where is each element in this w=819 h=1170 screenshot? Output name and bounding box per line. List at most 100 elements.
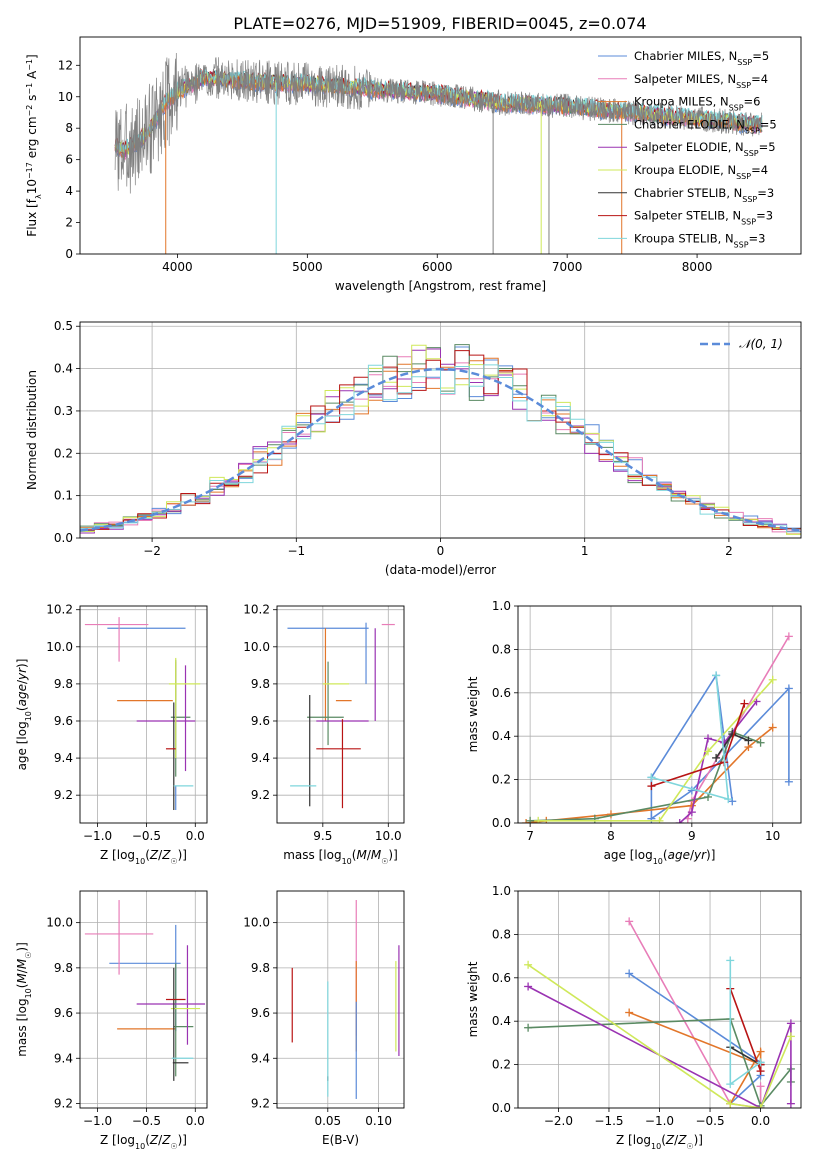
- weight-lines: [524, 917, 795, 1108]
- legend-label: Kroupa MILES, NSSP=6: [634, 95, 761, 113]
- label-part: log: [117, 1133, 135, 1147]
- legend-label: Chabrier STELIB, NSSP=3: [634, 186, 774, 204]
- label-part: =3: [756, 209, 773, 223]
- weight-line: [628, 1011, 762, 1105]
- label-part: erg cm: [25, 116, 39, 162]
- label-part: SSP: [736, 172, 751, 181]
- weight-lines: [522, 632, 793, 823]
- y-tick-label: 0: [65, 247, 73, 261]
- plus-marker: [524, 960, 533, 969]
- weight-line: [729, 1046, 761, 1066]
- label-part: mass weight: [466, 961, 480, 1037]
- x-tick-label: 5000: [292, 260, 323, 274]
- y-tick-label: 12: [58, 58, 73, 72]
- label-part: ): [178, 848, 183, 862]
- plus-marker: [740, 699, 749, 708]
- plus-marker: [647, 773, 656, 782]
- axes-frame: [79, 605, 208, 824]
- axes-frame: [517, 890, 802, 1109]
- plus-marker: [647, 782, 656, 791]
- y-axis-label: Normed distribution: [25, 370, 39, 490]
- plus-marker: [712, 671, 721, 680]
- label-part: Chabrier STELIB,: [634, 186, 734, 200]
- label-part: M: [15, 958, 29, 969]
- y-tick-label: 9.2: [54, 1096, 73, 1110]
- x-tick-label: −1.5: [594, 1114, 623, 1128]
- label-part: Kroupa MILES,: [634, 95, 720, 109]
- label-part: =5: [760, 117, 777, 131]
- y-axis-label: mass weight: [466, 961, 480, 1037]
- x-tick-label: −2.0: [544, 1114, 573, 1128]
- label-part: ]: [393, 848, 398, 862]
- label-part: SSP: [742, 194, 757, 203]
- plus-marker: [784, 777, 793, 786]
- label-part: Normed distribution: [25, 370, 39, 490]
- label-part: SSP: [741, 217, 756, 226]
- x-tick-label: 8000: [682, 260, 713, 274]
- label-part: age [: [604, 848, 635, 862]
- histogram-lines: [80, 344, 801, 535]
- y-tick-label: 9.6: [54, 1006, 73, 1020]
- label-part: Kroupa ELODIE,: [634, 163, 727, 177]
- age-vs-metallicity-panel: −1.0 −0.5 0.09.29.49.69.810.010.2Z [log10(…: [15, 603, 208, 866]
- label-part: =4: [751, 72, 768, 86]
- axes-frame: [79, 36, 802, 255]
- label-part: ]: [182, 1133, 187, 1147]
- errorbar-point: [84, 617, 149, 662]
- label-part: mass weight: [466, 676, 480, 752]
- y-tick-label: 9.2: [54, 788, 73, 802]
- x-axis-label: E(B-V): [322, 1133, 359, 1147]
- plus-marker: [687, 786, 696, 795]
- y-tick-label: 9.8: [251, 677, 270, 691]
- axes-frame: [276, 890, 405, 1109]
- histogram-step: [80, 364, 801, 533]
- label-part: 10: [25, 179, 39, 194]
- label-part: N: [725, 231, 734, 245]
- x-axis-label: age [log10(age/yr)]: [604, 848, 716, 866]
- histogram-step: [80, 348, 801, 534]
- label-part: Z: [665, 1133, 675, 1147]
- label-part: (: [15, 706, 29, 711]
- label-part: age: [668, 848, 690, 862]
- label-part: M: [15, 973, 29, 984]
- y-tick-label: 10.0: [46, 640, 73, 654]
- label-part: wavelength [Angstrom, rest frame]: [335, 279, 546, 293]
- label-part: 10: [653, 857, 663, 866]
- plus-marker: [704, 734, 713, 743]
- x-tick-label: −0.5: [132, 829, 161, 843]
- label-part: log: [117, 848, 135, 862]
- label-part: SSP: [736, 80, 751, 89]
- y-tick-label: 0.4: [492, 729, 511, 743]
- mass-vs-metallicity-panel: −1.0 −0.5 0.09.29.49.69.810.0Z [log10(Z/Z☉…: [15, 890, 208, 1151]
- errorbars: [84, 900, 206, 1081]
- y-tick-label: 0.1: [54, 489, 73, 503]
- y-tick-label: 10.0: [243, 640, 270, 654]
- x-tick-label: 10.0: [375, 829, 402, 843]
- x-tick-label: 0: [437, 544, 445, 558]
- label-part: yr: [693, 848, 707, 862]
- plus-marker: [625, 969, 634, 978]
- plus-marker: [744, 736, 753, 745]
- y-axis-label: age [log10(age/yr)]: [15, 659, 33, 771]
- plus-marker: [728, 797, 737, 806]
- y-tick-label: 9.8: [251, 961, 270, 975]
- label-part: =5: [759, 140, 776, 154]
- figure-title: PLATE=0276, MJD=51909, FIBERID=0045, z=0…: [233, 14, 646, 33]
- label-part: log: [15, 998, 29, 1016]
- plus-marker: [756, 1082, 765, 1091]
- y-tick-label: 9.6: [251, 714, 270, 728]
- y-tick-label: 0.0: [492, 816, 511, 830]
- label-part: 10: [135, 857, 145, 866]
- label-part: −1: [25, 59, 34, 71]
- y-tick-label: 9.4: [54, 1051, 73, 1065]
- label-part: /: [158, 848, 163, 862]
- label-part: /: [15, 679, 29, 684]
- x-tick-label: 10: [765, 829, 780, 843]
- weight-line: [527, 964, 792, 1108]
- plus-marker: [768, 675, 777, 684]
- label-part: 10: [24, 711, 33, 721]
- x-tick-label: 0.0: [751, 1114, 770, 1128]
- label-part: ): [15, 947, 29, 952]
